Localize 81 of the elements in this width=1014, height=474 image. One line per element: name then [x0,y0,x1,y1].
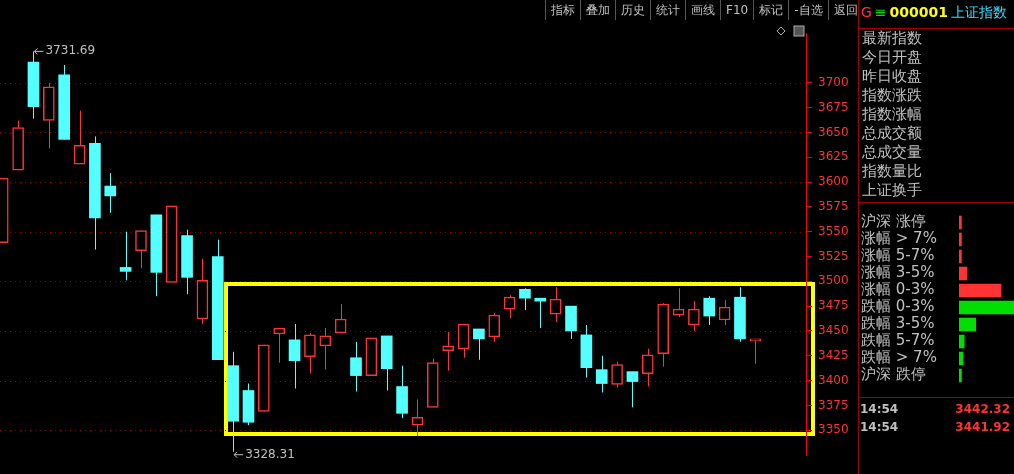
candlestick [519,287,531,311]
y-tick-label: 3700 [818,74,849,89]
text: 叠加 [580,0,615,20]
y-tick-label: 跌幅 3-5% [861,314,935,333]
text: 上证换手 [862,181,922,200]
text: 画线 [685,0,720,20]
y-tick-label: 3525 [818,248,849,263]
y-tick-label: 跌幅 0-3% [861,297,935,316]
bar [959,283,1002,298]
y-tick-label: 3675 [818,99,849,114]
text: 今日开盘 [862,48,922,67]
text: 3441.92 [955,419,1010,436]
text: 统计 [650,0,685,20]
y-tick-label: 3650 [818,124,849,139]
candlestick [304,332,316,375]
candlestick [411,398,424,437]
y-tick-label: 3400 [818,372,849,387]
y-tick-label: 沪深 涨停 [861,212,926,231]
candlestick [442,331,454,372]
y-tick-label: 3550 [818,223,849,238]
candlestick [595,355,608,393]
bar [959,317,977,332]
y-tick-label: 3575 [818,199,849,214]
candlestick [703,295,716,326]
y-tick-label: 3450 [818,323,849,338]
y-tick-label: 涨幅 0-3% [861,280,935,299]
candlestick [473,328,485,361]
candlestick [626,371,639,408]
candlestick [457,323,470,359]
candlestick [350,341,362,392]
candlestick [488,312,501,343]
text: 昨日收盘 [862,67,922,86]
text: 历史 [615,0,650,20]
candlestick [73,110,86,165]
y-tick-label: 涨幅 5-7% [861,246,935,265]
candlestick [119,231,132,281]
candlestick [641,348,654,388]
text: 14:54 [860,401,899,418]
y-tick-label: 涨幅 > 7% [861,229,937,248]
text: ≡ [874,4,887,20]
candlestick [104,172,117,214]
bar [959,368,962,383]
y-tick-label: 3375 [818,397,849,412]
text: 指数量比 [862,162,922,181]
text: F10 [720,0,754,20]
text: 总成交量 [862,143,922,162]
y-tick-label: 3350 [818,422,849,437]
text: G [861,4,872,20]
text: 返回 [827,0,863,20]
text: 总成交额 [862,124,922,143]
y-tick-label: 3500 [818,273,849,288]
text: 指标 [545,0,580,20]
bar [959,300,1014,315]
y-tick-label: 跌幅 5-7% [861,331,935,350]
bar [959,249,962,264]
candlestick [672,287,685,318]
bar [959,215,962,230]
bar [959,334,965,349]
bar [959,266,968,281]
candlestick [273,327,286,364]
text: 最新指数 [862,29,922,48]
y-tick-label: 3625 [818,149,849,164]
y-tick-label: 3600 [818,174,849,189]
text: 指数涨幅 [862,105,922,124]
annotation: 3731.69 [45,43,96,58]
text: 标记 [753,0,789,20]
text: 3442.32 [955,401,1010,418]
y-tick-label: 涨幅 3-5% [861,263,935,282]
text: -自选 [788,0,828,20]
text: 14:54 [860,419,899,436]
y-tick-label: 3425 [818,347,849,362]
y-tick-label: 3475 [818,298,849,313]
candlestick [319,327,332,371]
text: 指数涨跌 [862,86,922,105]
y-tick-label: 跌幅 > 7% [861,348,937,367]
y-tick-label: 沪深 跌停 [861,365,926,384]
annotation: 3328.31 [245,446,295,461]
bar [959,232,962,247]
text: 000001 [889,4,949,20]
text: 上证指数 [951,4,1008,20]
candlestick [288,323,301,389]
